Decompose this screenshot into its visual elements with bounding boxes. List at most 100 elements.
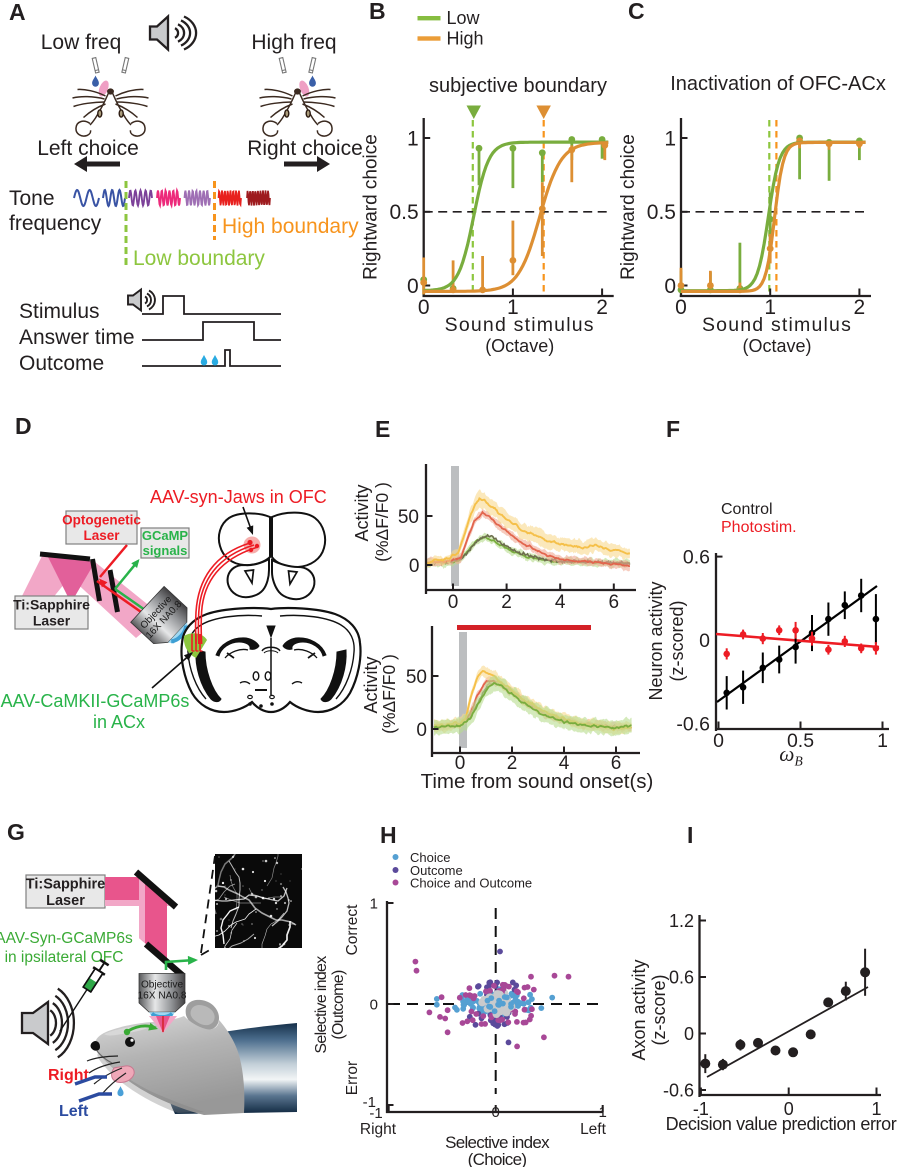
svg-text:16X NA0.8: 16X NA0.8	[138, 990, 187, 1001]
svg-text:1: 1	[370, 896, 378, 913]
svg-text:1: 1	[407, 128, 419, 151]
svg-text:1.2: 1.2	[669, 911, 694, 931]
svg-text:Laser: Laser	[83, 528, 120, 543]
svg-text:frequency: frequency	[9, 212, 102, 235]
svg-text:1: 1	[877, 730, 888, 752]
svg-text:0.6: 0.6	[669, 968, 694, 988]
svg-text:Axon activity: Axon activity	[629, 959, 649, 1060]
svg-text:Right: Right	[48, 1067, 90, 1084]
svg-text:subjective boundary: subjective boundary	[429, 75, 607, 97]
svg-text:2: 2	[501, 592, 512, 613]
svg-text:1: 1	[507, 296, 519, 319]
svg-text:signals: signals	[143, 543, 188, 558]
svg-text:I: I	[687, 822, 693, 848]
svg-text:4: 4	[555, 592, 566, 613]
svg-text:-1: -1	[369, 1105, 382, 1122]
svg-text:Right: Right	[360, 1121, 397, 1138]
svg-text:(Octave): (Octave)	[485, 336, 554, 356]
svg-text:0: 0	[784, 1099, 794, 1119]
svg-text:0.5: 0.5	[787, 730, 814, 752]
svg-text:Left: Left	[59, 1103, 89, 1120]
svg-text:Photostim.: Photostim.	[721, 519, 797, 536]
svg-text:0: 0	[409, 556, 420, 577]
svg-text:0: 0	[699, 630, 710, 652]
svg-text:0: 0	[448, 592, 459, 613]
svg-text:High boundary: High boundary	[222, 215, 359, 238]
svg-text:0: 0	[370, 997, 378, 1014]
svg-text:D: D	[15, 413, 32, 439]
svg-text:50: 50	[406, 667, 427, 688]
svg-text:(z-score): (z-score)	[649, 975, 669, 1046]
svg-text:0: 0	[492, 1104, 500, 1121]
svg-text:0: 0	[675, 296, 687, 319]
svg-text:1: 1	[764, 296, 776, 319]
svg-text:2: 2	[596, 296, 608, 319]
svg-text:C: C	[628, 0, 645, 24]
svg-text:0.5: 0.5	[647, 201, 676, 224]
svg-text:Low freq: Low freq	[41, 31, 122, 54]
svg-text:Activity: Activity	[352, 484, 372, 541]
svg-text:GCaMP: GCaMP	[142, 528, 189, 543]
svg-text:Left: Left	[580, 1121, 607, 1138]
svg-text:Ti:Sapphire: Ti:Sapphire	[13, 597, 90, 613]
svg-text:Tone: Tone	[9, 187, 55, 210]
svg-text:6: 6	[609, 592, 620, 613]
svg-text:Selective index: Selective index	[445, 1133, 550, 1152]
svg-text:Choice: Choice	[410, 850, 450, 865]
svg-text:(Choice): (Choice)	[468, 1150, 527, 1167]
svg-text:G: G	[7, 819, 25, 845]
svg-text:High: High	[447, 28, 484, 48]
svg-text:Outcome: Outcome	[19, 352, 104, 375]
svg-text:Selective index: Selective index	[313, 956, 330, 1054]
svg-text:Time from sound onset(s): Time from sound onset(s)	[421, 770, 654, 793]
svg-text:Decision value prediction erro: Decision value prediction error	[666, 1114, 897, 1134]
svg-text:0.5: 0.5	[389, 201, 418, 224]
svg-text:Laser: Laser	[33, 613, 71, 629]
svg-text:Sound stimulus: Sound stimulus	[702, 314, 852, 336]
svg-text:(%ΔF/F0 ): (%ΔF/F0 )	[379, 654, 399, 734]
svg-text:4: 4	[559, 753, 570, 774]
svg-text:6: 6	[611, 753, 622, 774]
svg-text:0: 0	[664, 275, 676, 298]
svg-text:2: 2	[507, 753, 518, 774]
svg-text:AAV-syn-Jaws in OFC: AAV-syn-Jaws in OFC	[150, 487, 327, 507]
svg-text:Activity: Activity	[361, 656, 381, 713]
svg-text:1: 1	[664, 128, 676, 151]
svg-text:0: 0	[416, 720, 427, 741]
svg-text:AAV-Syn-GCaMP6s: AAV-Syn-GCaMP6s	[0, 930, 133, 947]
svg-text:0: 0	[455, 753, 466, 774]
svg-text:(Outcome): (Outcome)	[330, 970, 347, 1040]
svg-text:-1: -1	[693, 1099, 709, 1119]
svg-text:0: 0	[713, 730, 724, 752]
svg-text:Left choice: Left choice	[37, 137, 139, 160]
svg-text:Choice and Outcome: Choice and Outcome	[410, 876, 532, 891]
svg-text:(Octave): (Octave)	[742, 336, 811, 356]
svg-text:B: B	[369, 0, 386, 24]
svg-text:Neuron activity: Neuron activity	[646, 581, 666, 700]
svg-text:Low: Low	[447, 8, 481, 28]
svg-text:Stimulus: Stimulus	[19, 300, 100, 323]
svg-text:(%ΔF/F0 ): (%ΔF/F0 )	[372, 482, 392, 562]
svg-text:0: 0	[418, 296, 430, 319]
svg-text:in ipsilateral OFC: in ipsilateral OFC	[5, 949, 124, 966]
svg-text:in ACx: in ACx	[93, 712, 145, 732]
svg-text:Rightward choice: Rightward choice	[361, 134, 382, 280]
svg-text:-1: -1	[363, 1094, 376, 1111]
svg-text:0: 0	[407, 275, 419, 298]
svg-text:50: 50	[398, 507, 419, 528]
svg-text:Control: Control	[721, 501, 773, 518]
svg-text:Outcome: Outcome	[410, 863, 463, 878]
svg-text:Ti:Sapphire: Ti:Sapphire	[26, 877, 106, 893]
svg-text:Correct: Correct	[344, 904, 361, 956]
svg-text:Rightward choice: Rightward choice	[618, 134, 639, 280]
svg-text:1: 1	[599, 1104, 607, 1121]
svg-text:Answer time: Answer time	[19, 326, 135, 349]
svg-text:Laser: Laser	[46, 893, 85, 909]
svg-text:H: H	[380, 822, 397, 848]
svg-text:AAV-CaMKII-GCaMP6s: AAV-CaMKII-GCaMP6s	[1, 691, 190, 711]
svg-text:Right choice: Right choice	[247, 137, 363, 160]
svg-text:Error: Error	[344, 1061, 361, 1095]
svg-text:Inactivation of OFC-ACx: Inactivation of OFC-ACx	[670, 73, 886, 95]
svg-text:High freq: High freq	[251, 31, 336, 54]
svg-text:E: E	[375, 416, 390, 442]
